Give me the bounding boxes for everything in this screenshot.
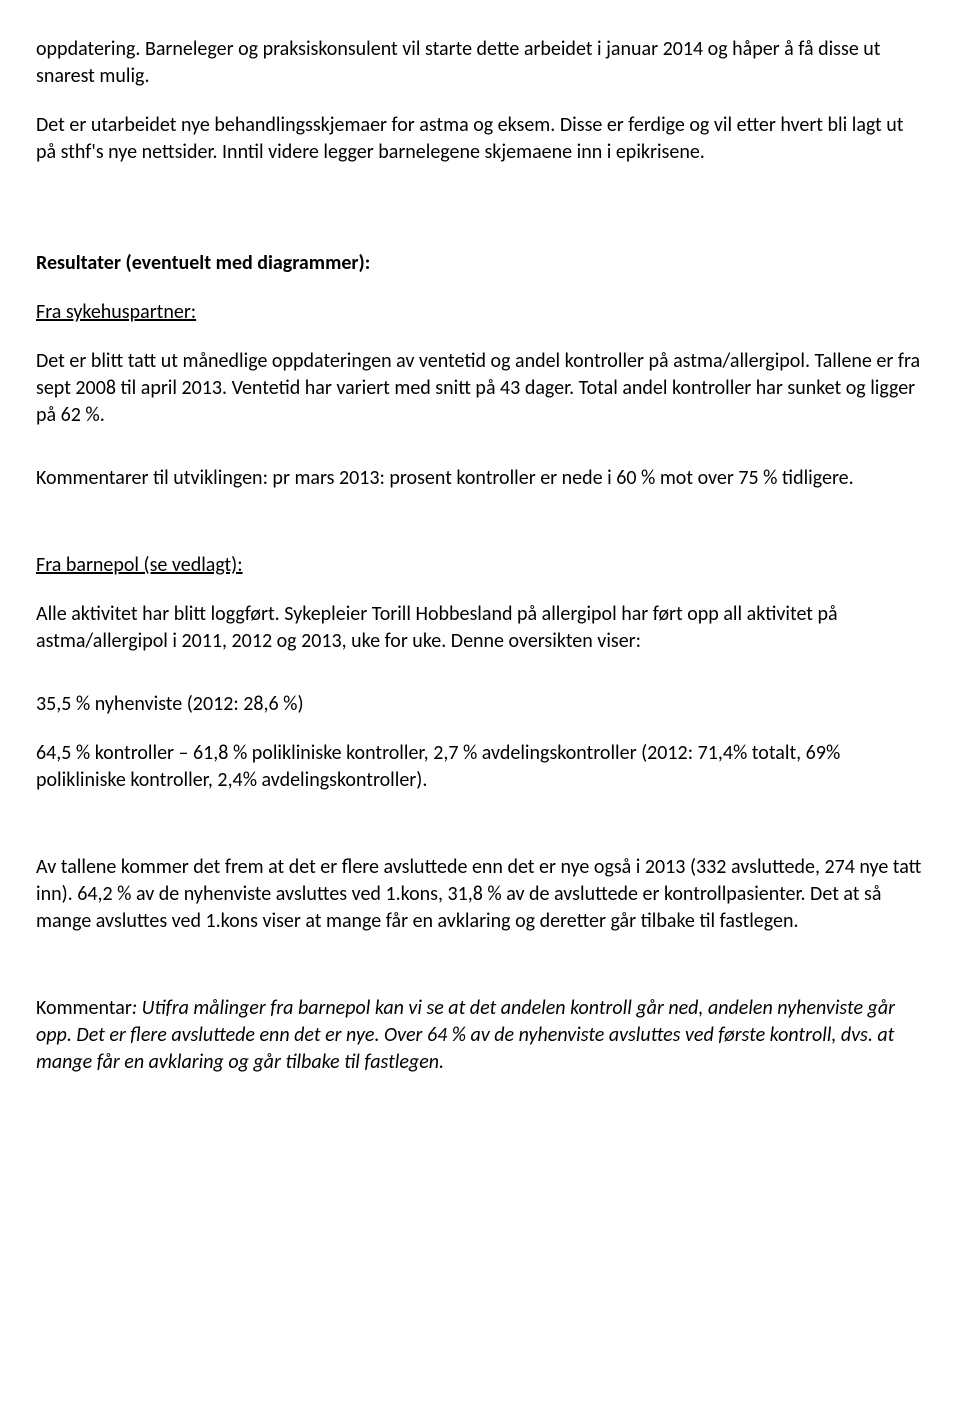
paragraph-barnepol-intro: Alle aktivitet har blitt loggført. Sykep… xyxy=(36,601,924,655)
spacer xyxy=(36,451,924,465)
spacer xyxy=(36,957,924,995)
spacer xyxy=(36,816,924,854)
paragraph-intro-1: oppdatering. Barneleger og praksiskonsul… xyxy=(36,36,924,90)
paragraph-kontroller: 64,5 % kontroller – 61,8 % polikliniske … xyxy=(36,740,924,794)
heading-resultater: Resultater (eventuelt med diagrammer): xyxy=(36,250,924,277)
kommentar-label: Kommentar xyxy=(36,996,132,1020)
paragraph-intro-2: Det er utarbeidet nye behandlingsskjemae… xyxy=(36,112,924,166)
paragraph-kommentarer-utvikling: Kommentarer til utviklingen: pr mars 201… xyxy=(36,465,924,492)
spacer xyxy=(36,514,924,552)
spacer xyxy=(36,188,924,250)
heading-barnepol: Fra barnepol (se vedlagt): xyxy=(36,552,924,579)
paragraph-kommentar: Kommentar: Utifra målinger fra barnepol … xyxy=(36,995,924,1076)
kommentar-body: : Utifra målinger fra barnepol kan vi se… xyxy=(36,996,895,1074)
paragraph-nyhenviste: 35,5 % nyhenviste (2012: 28,6 %) xyxy=(36,691,924,718)
heading-sykehuspartner: Fra sykehuspartner: xyxy=(36,299,924,326)
spacer xyxy=(36,677,924,691)
paragraph-sykehuspartner: Det er blitt tatt ut månedlige oppdateri… xyxy=(36,348,924,429)
paragraph-avsluttede: Av tallene kommer det frem at det er fle… xyxy=(36,854,924,935)
